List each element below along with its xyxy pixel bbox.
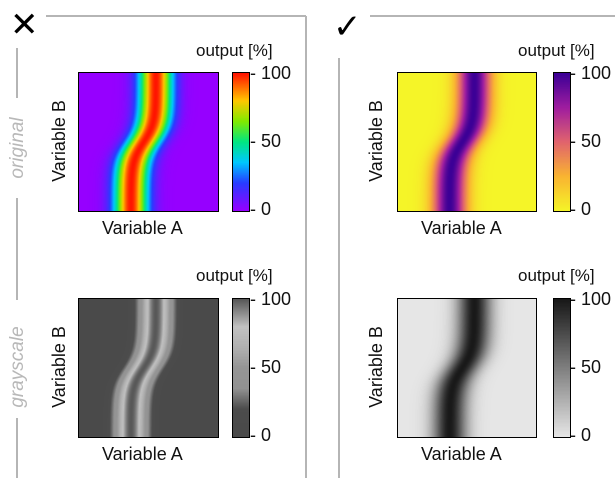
row-label-original: original	[7, 117, 28, 179]
colorbar-rainbow	[232, 72, 250, 212]
y-axis-label-3: Variable B	[49, 326, 69, 408]
colorbar-gray-rainbow	[232, 298, 250, 438]
check-mark-icon: ✓	[333, 7, 362, 47]
x-axis-label-2: Variable A	[421, 218, 502, 238]
cross-mark-icon: ✕	[10, 5, 39, 45]
tick-50-2: - 50	[570, 131, 602, 151]
tick-100-3: - 100	[250, 289, 292, 309]
tick-0-1: - 0	[250, 199, 272, 219]
tick-100-2: - 100	[570, 63, 612, 83]
heatmap-original-rainbow	[78, 72, 219, 212]
tick-100-4: - 100	[570, 289, 612, 309]
heatmap-grayscale-rainbow	[78, 298, 219, 438]
tick-50-1: - 50	[250, 131, 282, 151]
colorbar-title-4: output [%]	[518, 266, 595, 285]
y-axis-label-2: Variable B	[366, 100, 386, 182]
tick-0-3: - 0	[250, 425, 272, 445]
tick-50-4: - 50	[570, 357, 602, 377]
colorbar-gray-plasma	[553, 298, 571, 438]
y-axis-label-1: Variable B	[49, 100, 69, 182]
tick-100-1: - 100	[250, 63, 292, 83]
colorbar-title-1: output [%]	[196, 41, 273, 60]
heatmap-original-plasma	[397, 72, 537, 212]
colorbar-plasma	[553, 72, 571, 212]
x-axis-label-3: Variable A	[102, 444, 183, 464]
tick-50-3: - 50	[250, 357, 282, 377]
colorbar-title-2: output [%]	[518, 41, 595, 60]
y-axis-label-4: Variable B	[366, 326, 386, 408]
row-label-grayscale: grayscale	[7, 326, 28, 408]
colorbar-title-3: output [%]	[196, 266, 273, 285]
heatmap-grayscale-plasma	[397, 298, 537, 438]
tick-0-4: - 0	[570, 425, 592, 445]
tick-0-2: - 0	[570, 199, 592, 219]
x-axis-label-4: Variable A	[421, 444, 502, 464]
x-axis-label-1: Variable A	[102, 218, 183, 238]
